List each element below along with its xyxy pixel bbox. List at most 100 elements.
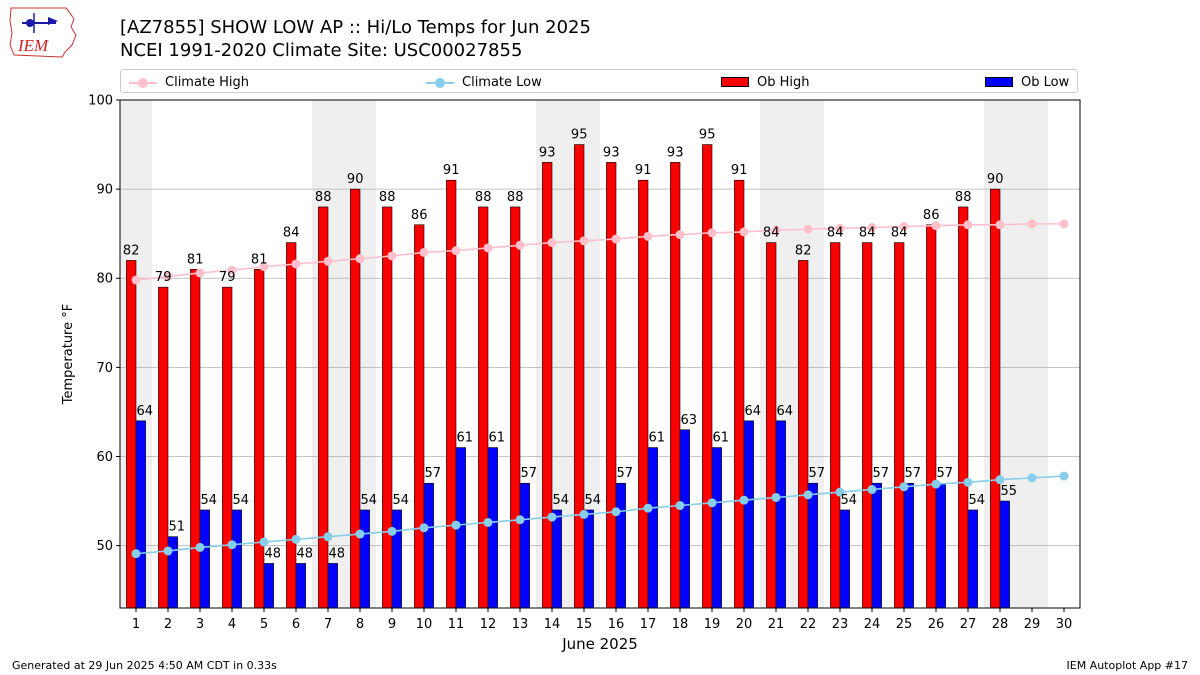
ob-low-bar [711, 447, 722, 609]
y-tick-label: 90 [96, 183, 113, 198]
legend-ob-low-label: Ob Low [1021, 74, 1070, 90]
ob-low-bar [391, 509, 402, 609]
legend-ob-low: Ob Low [985, 73, 1069, 91]
x-tick-label: 11 [448, 617, 465, 632]
climate-low-point [963, 477, 973, 487]
climate-low-point [419, 523, 429, 533]
ob-high-bar [254, 269, 265, 609]
ob-high-bar [222, 286, 233, 609]
climate-low-point [675, 501, 685, 511]
ob-low-label: 55 [1001, 484, 1018, 499]
ob-low-bar [775, 420, 786, 609]
climate-high-point [483, 243, 493, 253]
climate-high-point [1059, 219, 1069, 229]
climate-low-point [1059, 471, 1069, 481]
x-tick-label: 16 [608, 617, 625, 632]
x-tick-label: 9 [388, 617, 396, 632]
x-tick-label: 4 [228, 617, 236, 632]
climate-high-point [643, 231, 653, 241]
ob-high-label: 95 [699, 128, 716, 143]
ob-high-label: 93 [667, 145, 684, 160]
ob-low-bar [999, 500, 1010, 609]
ob-low-bar [807, 482, 818, 609]
ob-low-label: 54 [585, 493, 602, 508]
climate-low-point [835, 487, 845, 497]
x-tick-label: 8 [356, 617, 364, 632]
y-axis-label: Temperature °F [61, 304, 76, 405]
y-tick-label: 100 [88, 94, 113, 109]
legend-climate-low-dot [435, 78, 445, 88]
climate-low-point [547, 512, 557, 522]
climate-low-point [579, 509, 589, 519]
ob-low-label: 54 [233, 493, 250, 508]
ob-high-label: 84 [859, 226, 876, 241]
ob-low-bar [903, 482, 914, 609]
climate-high-point [419, 247, 429, 257]
ob-low-label: 57 [617, 466, 634, 481]
climate-high-point [1027, 219, 1037, 229]
ob-low-bar [487, 447, 498, 609]
ob-high-label: 88 [507, 190, 524, 205]
ob-low-label: 64 [137, 404, 154, 419]
ob-low-bar [327, 563, 338, 609]
plot-frame [119, 99, 1081, 609]
climate-high-point [867, 222, 877, 232]
ob-high-label: 84 [763, 226, 780, 241]
y-tick-label: 50 [96, 539, 113, 554]
ob-low-bar [935, 482, 946, 609]
legend-ob-high-swatch [721, 77, 749, 87]
ob-low-bar [647, 447, 658, 609]
ob-high-bar [318, 206, 329, 609]
legend: Climate High Climate Low Ob High Ob Low [120, 69, 1078, 93]
ob-high-label: 79 [155, 270, 172, 285]
ob-high-label: 93 [539, 145, 556, 160]
ob-low-bar [231, 509, 242, 609]
ob-low-label: 54 [393, 493, 410, 508]
ob-high-label: 91 [443, 163, 460, 178]
ob-high-bar [446, 179, 457, 609]
chart-subtitle: NCEI 1991-2020 Climate Site: USC00027855 [120, 40, 523, 61]
ob-low-bar [743, 420, 754, 609]
ob-low-label: 61 [457, 431, 474, 446]
ob-low-bar [199, 509, 210, 609]
legend-ob-high-label: Ob High [757, 74, 810, 90]
climate-high-point [611, 234, 621, 244]
x-axis-label: June 2025 [561, 635, 638, 653]
logo-text: IEM [17, 36, 49, 55]
x-tick-label: 14 [544, 617, 561, 632]
generated-footer: Generated at 29 Jun 2025 4:50 AM CDT in … [12, 659, 277, 672]
x-tick-label: 18 [672, 617, 689, 632]
x-tick-label: 5 [260, 617, 268, 632]
weekend-shade [1016, 100, 1048, 608]
app-footer: IEM Autoplot App #17 [1066, 659, 1189, 672]
climate-high-point [227, 265, 237, 275]
ob-low-bar [359, 509, 370, 609]
ob-low-label: 57 [905, 466, 922, 481]
ob-low-bar [583, 509, 594, 609]
climate-high-point [547, 238, 557, 248]
ob-high-bar [766, 242, 777, 609]
x-tick-label: 20 [736, 617, 753, 632]
ob-high-label: 82 [795, 243, 812, 258]
ob-high-bar [670, 162, 681, 609]
ob-low-bar [871, 482, 882, 609]
ob-low-label: 54 [553, 493, 570, 508]
climate-low-point [291, 534, 301, 544]
ob-high-label: 86 [923, 208, 940, 223]
climate-low-point [323, 532, 333, 542]
climate-high-point [387, 251, 397, 261]
ob-high-bar [574, 144, 585, 609]
ob-high-label: 88 [379, 190, 396, 205]
ob-high-label: 79 [219, 270, 236, 285]
x-tick-label: 22 [800, 617, 817, 632]
ob-high-label: 84 [827, 226, 844, 241]
x-tick-label: 13 [512, 617, 529, 632]
climate-high-point [131, 275, 141, 285]
x-tick-label: 25 [896, 617, 913, 632]
ob-high-bar [190, 269, 201, 609]
climate-high-point [995, 220, 1005, 230]
climate-low-point [355, 529, 365, 539]
ob-high-bar [478, 206, 489, 609]
climate-low-point [451, 520, 461, 530]
